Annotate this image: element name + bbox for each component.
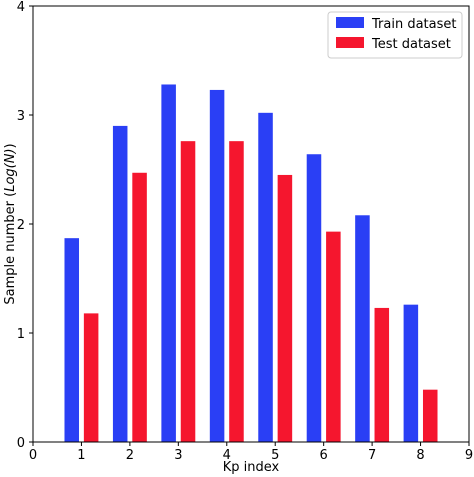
x-tick-label: 4 bbox=[223, 448, 231, 463]
bar-train-kp1 bbox=[64, 238, 80, 442]
legend-swatch-train bbox=[336, 17, 364, 28]
x-tick-label: 8 bbox=[416, 448, 424, 463]
x-axis-ticks: 0 1 2 3 4 5 6 7 8 9 bbox=[29, 442, 473, 463]
bar-test-kp6 bbox=[326, 231, 341, 442]
y-tick-label: 0 bbox=[17, 436, 25, 451]
bar-test-kp7 bbox=[374, 307, 390, 442]
bar-train-kp6 bbox=[306, 154, 322, 443]
x-tick-label: 2 bbox=[126, 448, 134, 463]
x-tick-label: 0 bbox=[29, 448, 37, 463]
bar-test-kp1 bbox=[83, 313, 99, 442]
x-tick-label: 6 bbox=[320, 448, 328, 463]
x-tick-label: 1 bbox=[77, 448, 85, 463]
bar-test-kp5 bbox=[277, 174, 293, 442]
y-axis-label-prefix: Sample number ( bbox=[3, 192, 18, 305]
y-tick-label: 3 bbox=[17, 109, 25, 124]
bar-train-kp3 bbox=[161, 84, 176, 442]
y-axis-ticks: 0 1 2 3 4 bbox=[17, 0, 33, 451]
x-tick-label: 5 bbox=[271, 448, 279, 463]
bars-group bbox=[64, 84, 438, 443]
legend-swatch-test bbox=[336, 37, 364, 48]
y-axis-label-italic: Log(N) bbox=[3, 148, 18, 191]
y-tick-label: 1 bbox=[17, 327, 25, 342]
bar-train-kp4 bbox=[209, 89, 225, 443]
y-tick-label: 2 bbox=[17, 218, 25, 233]
bar-test-kp8 bbox=[422, 389, 438, 442]
y-tick-label: 4 bbox=[17, 0, 25, 15]
y-axis-label: Sample number (Log(N)) bbox=[3, 143, 18, 304]
x-tick-label: 3 bbox=[174, 448, 182, 463]
x-axis-label: Kp index bbox=[223, 460, 280, 475]
bar-train-kp7 bbox=[355, 215, 370, 442]
x-tick-label: 7 bbox=[368, 448, 376, 463]
legend-label-test: Test dataset bbox=[371, 37, 451, 52]
bar-train-kp2 bbox=[112, 125, 128, 443]
legend: Train dataset Test dataset bbox=[327, 11, 463, 59]
bar-test-kp4 bbox=[229, 141, 244, 442]
bar-test-kp2 bbox=[132, 172, 147, 442]
bar-test-kp3 bbox=[180, 141, 196, 442]
bar-train-kp8 bbox=[403, 304, 419, 442]
bar-train-kp5 bbox=[258, 112, 273, 442]
legend-label-train: Train dataset bbox=[371, 17, 456, 32]
x-tick-label: 9 bbox=[465, 448, 473, 463]
y-axis-label-suffix: ) bbox=[3, 143, 18, 148]
